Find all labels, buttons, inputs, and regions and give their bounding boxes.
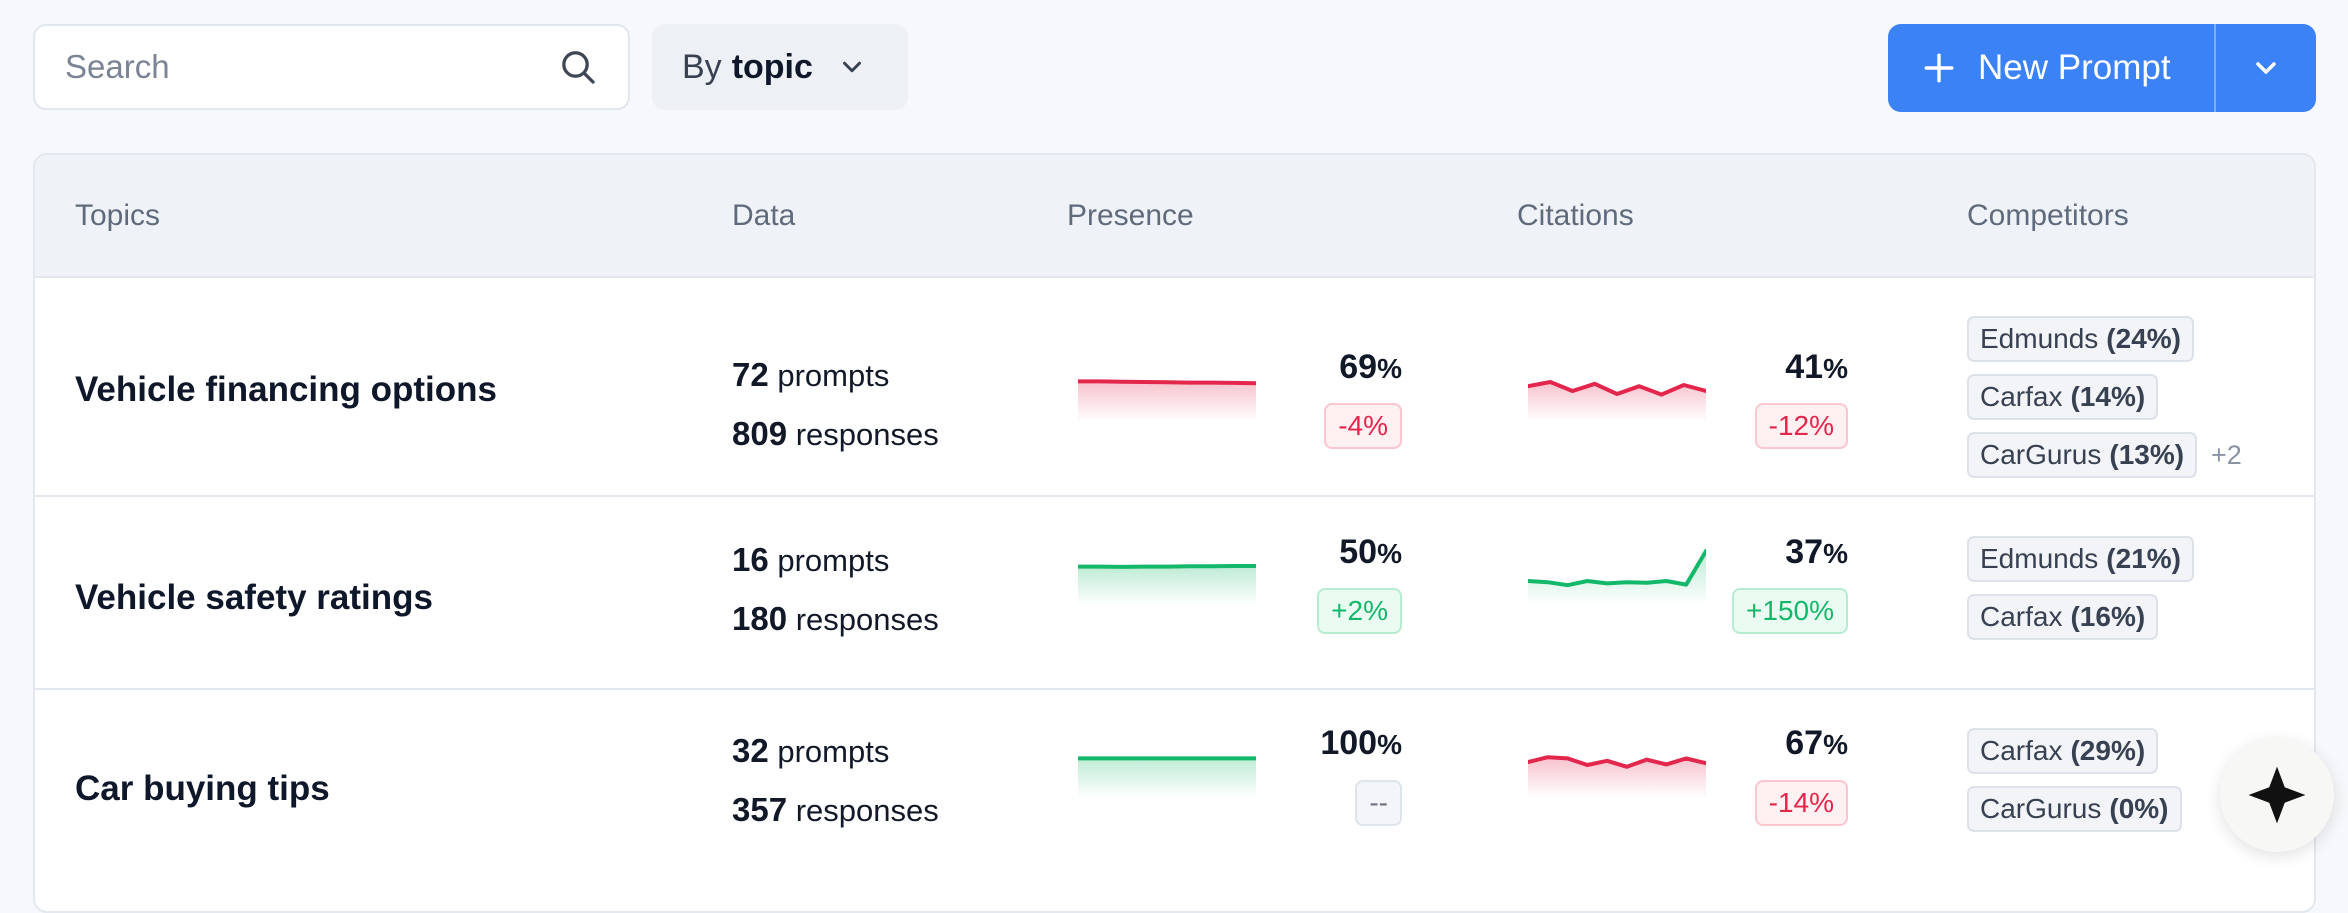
- competitor-chip[interactable]: Carfax (16%): [1967, 594, 2159, 640]
- presence-delta: -4%: [1324, 403, 1402, 449]
- competitor-chip[interactable]: Carfax (14%): [1967, 374, 2159, 420]
- header-topics[interactable]: Topics: [75, 199, 161, 232]
- group-by-value: topic: [731, 47, 813, 86]
- competitor-chip[interactable]: Carfax (29%): [1967, 728, 2159, 774]
- presence-sparkline: [1078, 379, 1256, 421]
- topic-name[interactable]: Vehicle financing options: [75, 370, 497, 409]
- sparkline-line: [1078, 564, 1256, 569]
- competitor-chip[interactable]: Edmunds (21%): [1967, 536, 2194, 582]
- topics-table: Topics Data Presence Citations Competito…: [33, 153, 2316, 913]
- more-competitors-link[interactable]: +2: [2211, 440, 2242, 470]
- sparkline-area: [1078, 566, 1256, 605]
- new-prompt-label: New Prompt: [1978, 48, 2171, 87]
- prompts-count: 72 prompts: [732, 356, 890, 393]
- sparkline-area: [1528, 551, 1706, 605]
- assistant-button[interactable]: [2220, 738, 2334, 852]
- table-row[interactable]: Car buying tips 32 prompts 357 responses…: [35, 688, 2314, 911]
- sparkline-line: [1528, 755, 1706, 769]
- citations-delta: -14%: [1754, 780, 1848, 826]
- sparkle-icon: [2248, 766, 2306, 824]
- table-header: Topics Data Presence Citations Competito…: [35, 155, 2314, 278]
- citations-sparkline: [1528, 380, 1706, 421]
- table-row[interactable]: Vehicle safety ratings 16 prompts 180 re…: [35, 495, 2314, 690]
- table-row[interactable]: Vehicle financing options 72 prompts 809…: [35, 276, 2314, 497]
- header-data[interactable]: Data: [732, 199, 796, 232]
- presence-value: 69%: [1339, 348, 1402, 386]
- search-input[interactable]: [35, 26, 558, 108]
- search-icon[interactable]: [558, 47, 598, 87]
- citations-value: 41%: [1785, 348, 1848, 386]
- new-prompt-menu-button[interactable]: [2214, 24, 2316, 112]
- topic-name[interactable]: Vehicle safety ratings: [75, 578, 433, 617]
- competitor-chip[interactable]: CarGurus (0%): [1967, 786, 2182, 832]
- sparkline-area: [1528, 757, 1706, 798]
- header-presence[interactable]: Presence: [1067, 199, 1194, 232]
- sparkline-line: [1078, 379, 1256, 386]
- group-by-prefix: By: [682, 47, 722, 86]
- responses-count: 809 responses: [732, 415, 939, 452]
- chevron-down-icon: [842, 61, 861, 73]
- responses-count: 180 responses: [732, 600, 939, 637]
- responses-count: 357 responses: [732, 791, 939, 828]
- competitor-chip[interactable]: Edmunds (24%): [1967, 316, 2194, 362]
- prompts-count: 16 prompts: [732, 541, 890, 578]
- search-box[interactable]: [33, 24, 630, 110]
- presence-sparkline: [1078, 564, 1256, 605]
- presence-delta: --: [1355, 780, 1402, 826]
- citations-sparkline: [1528, 549, 1706, 605]
- sparkline-line: [1528, 549, 1706, 588]
- presence-value: 100%: [1320, 724, 1402, 762]
- citations-delta: +150%: [1732, 588, 1848, 634]
- presence-sparkline: [1078, 756, 1256, 798]
- topic-name[interactable]: Car buying tips: [75, 769, 330, 808]
- competitor-chip[interactable]: CarGurus (13%): [1967, 432, 2198, 478]
- citations-value: 67%: [1785, 724, 1848, 762]
- sparkline-area: [1078, 381, 1256, 421]
- new-prompt-button-group: New Prompt: [1888, 24, 2316, 112]
- header-citations[interactable]: Citations: [1517, 199, 1634, 232]
- presence-delta: +2%: [1317, 588, 1402, 634]
- plus-icon: [1924, 53, 1954, 83]
- group-by-dropdown[interactable]: By topic: [652, 24, 908, 110]
- prompts-count: 32 prompts: [732, 732, 890, 769]
- sparkline-line: [1528, 380, 1706, 397]
- presence-value: 50%: [1339, 533, 1402, 571]
- sparkline-area: [1078, 758, 1256, 798]
- new-prompt-button[interactable]: New Prompt: [1888, 24, 2214, 112]
- citations-sparkline: [1528, 755, 1706, 798]
- citations-value: 37%: [1785, 533, 1848, 571]
- header-competitors[interactable]: Competitors: [1967, 199, 2129, 232]
- citations-delta: -12%: [1754, 403, 1848, 449]
- chevron-down-icon: [2256, 62, 2276, 74]
